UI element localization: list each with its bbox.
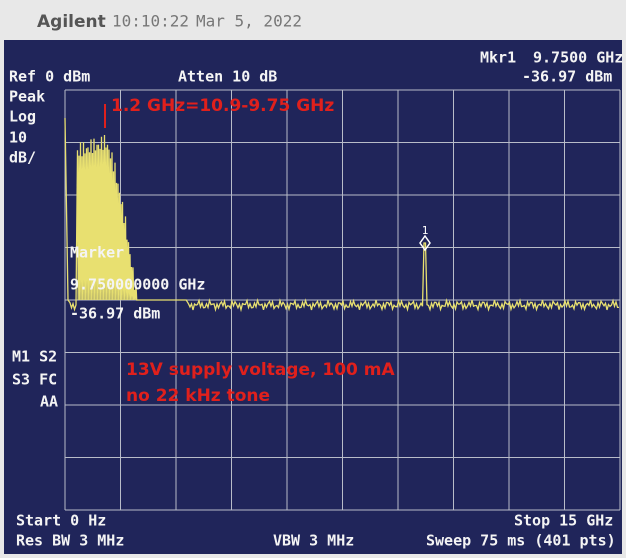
detector: Peak <box>9 88 45 106</box>
trace-line <box>64 117 620 313</box>
status-1: M1 S2 <box>12 348 57 366</box>
vbw: VBW 3 MHz <box>273 532 354 550</box>
time: 10:10:22 <box>112 12 189 31</box>
scale-value: 10 <box>9 129 27 147</box>
marker-frequency: 9.7500 GHz <box>533 49 623 67</box>
rbw: Res BW 3 MHz <box>16 532 124 550</box>
marker-label: Mkr1 <box>480 49 516 67</box>
tone-note: no 22 kHz tone <box>126 386 270 406</box>
marker-level: -36.97 dBm <box>522 68 612 86</box>
trace <box>64 117 620 313</box>
brand: Agilent <box>37 12 106 32</box>
start-freq: Start 0 Hz <box>16 512 106 530</box>
attenuation: Atten 10 dB <box>178 68 277 86</box>
status-3: AA <box>40 393 58 411</box>
if-note: 1.2 GHz=10.9-9.75 GHz <box>111 96 334 116</box>
sweep: Sweep 75 ms (401 pts) <box>426 532 616 550</box>
scale-unit: dB/ <box>9 149 36 167</box>
scale-type: Log <box>9 108 36 126</box>
ref-level: Ref 0 dBm <box>9 68 90 86</box>
date: Mar 5, 2022 <box>196 12 302 31</box>
marker-box-title: Marker <box>70 244 124 262</box>
marker-diamond <box>419 234 431 252</box>
status-2: S3 FC <box>12 371 57 389</box>
grid <box>64 89 621 511</box>
marker-box-frequency: 9.750000000 GHz <box>70 276 205 294</box>
marker-number: 1 <box>422 224 429 237</box>
marker-box-level: -36.97 dBm <box>70 305 160 323</box>
supply-note: 13V supply voltage, 100 mA <box>126 360 395 380</box>
stop-freq: Stop 15 GHz <box>514 512 613 530</box>
